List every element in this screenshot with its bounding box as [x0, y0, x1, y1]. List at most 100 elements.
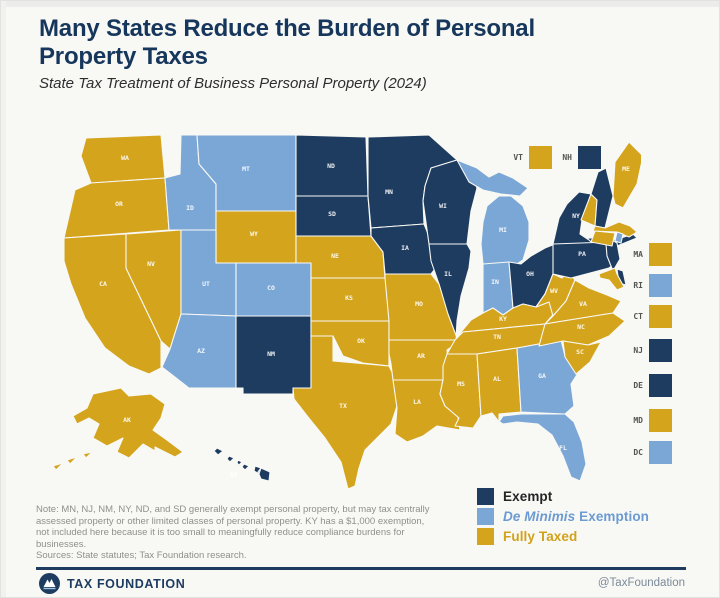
state-nd-label: ND	[327, 162, 335, 170]
title-line-1: Many States Reduce the Burden of Persona…	[39, 15, 535, 42]
side-state-dc-label: DC	[633, 448, 643, 457]
state-md-shape	[598, 267, 625, 291]
state-wa-label: WA	[121, 154, 129, 162]
title-line-2: Property Taxes	[39, 43, 208, 70]
side-state-ma-swatch	[649, 243, 672, 266]
footnote: Note: MN, NJ, NM, NY, ND, and SD general…	[36, 504, 438, 562]
tax-foundation-logo-icon	[39, 573, 60, 594]
side-state-md-label: MD	[633, 416, 643, 425]
page-title: Many States Reduce the Burden of Persona…	[39, 15, 679, 71]
page-subtitle: State Tax Treatment of Business Personal…	[39, 75, 427, 92]
state-fl-shape	[491, 412, 587, 482]
de-minimis-italic: De Minimis	[503, 509, 576, 524]
state-ri-shape	[614, 231, 624, 244]
side-state-ct-swatch	[649, 305, 672, 328]
state-in-shape	[482, 261, 514, 316]
state-me-label: ME	[622, 165, 630, 173]
state-ne-label: NE	[331, 252, 339, 260]
state-or-shape	[63, 177, 170, 239]
state-tx-label: TX	[339, 402, 347, 410]
side-state-vt-swatch	[529, 146, 552, 169]
legend-label-de-minimis: De Minimis Exemption	[503, 509, 649, 524]
exempt-swatch	[477, 488, 494, 505]
side-state-vt-label: VT	[513, 153, 523, 162]
state-ny-shape	[552, 191, 638, 247]
state-hi-label: HI	[230, 471, 238, 479]
state-wi-label: WI	[439, 202, 447, 210]
state-nv-label: NV	[147, 260, 155, 268]
legend-row-exempt: Exempt	[477, 488, 707, 505]
state-il-label: IL	[444, 270, 452, 278]
note-text: Note: MN, NJ, NM, NY, ND, and SD general…	[36, 504, 430, 550]
state-la-label: LA	[413, 398, 421, 406]
state-va-label: VA	[579, 300, 587, 308]
brand-name: TAX FOUNDATION	[67, 576, 186, 591]
side-state-ma-label: MA	[633, 250, 643, 259]
state-mo-label: MO	[415, 300, 423, 308]
us-map: WA OR CA NV ID MT WY UT CO AZ NM ND SD NE KS OK TX MN IA MO…	[52, 134, 644, 490]
state-tx-shape	[292, 335, 398, 490]
state-ga-label: GA	[538, 372, 546, 380]
state-ms-label: MS	[457, 380, 465, 388]
fully-taxed-swatch	[477, 528, 494, 545]
state-pa-label: PA	[578, 250, 586, 258]
top-border	[1, 1, 719, 7]
de-minimis-swatch	[477, 508, 494, 525]
side-state-dc-swatch	[649, 441, 672, 464]
state-or-label: OR	[115, 200, 123, 208]
state-mi-label: MI	[499, 226, 507, 234]
state-nh-shape	[590, 167, 614, 229]
state-in-label: IN	[491, 278, 499, 286]
side-state-nh-swatch	[578, 146, 601, 169]
legend-row-de-minimis: De Minimis Exemption	[477, 508, 707, 525]
side-state-md-swatch	[649, 409, 672, 432]
legend-row-fully-taxed: Fully Taxed	[477, 528, 707, 545]
side-state-ri-swatch	[649, 274, 672, 297]
state-fl-label: FL	[559, 444, 567, 452]
side-state-ri-label: RI	[633, 281, 643, 290]
side-state-nj-swatch	[649, 339, 672, 362]
state-me-shape	[612, 141, 644, 209]
state-tn-label: TN	[493, 333, 501, 341]
state-nc-label: NC	[577, 323, 585, 331]
state-id-label: ID	[186, 204, 194, 212]
state-al-shape	[476, 347, 522, 423]
state-ar-label: AR	[417, 352, 425, 360]
sources-text: Sources: State statutes; Tax Foundation …	[36, 550, 247, 561]
twitter-handle: @TaxFoundation	[597, 577, 685, 589]
side-state-de-swatch	[649, 374, 672, 397]
state-mi-shape	[456, 159, 530, 265]
state-ky-label: KY	[499, 315, 507, 323]
state-nm-label: NM	[267, 350, 275, 358]
state-al-label: AL	[493, 375, 501, 383]
state-mn-label: MN	[385, 188, 393, 196]
state-ak-label: AK	[123, 416, 131, 424]
state-hi-shape	[213, 447, 271, 482]
state-az-label: AZ	[197, 347, 205, 355]
state-nc-shape	[538, 312, 626, 347]
side-state-ct-label: CT	[633, 312, 643, 321]
state-ia-label: IA	[401, 244, 409, 252]
state-ct-shape	[590, 230, 616, 247]
us-map-container: WA OR CA NV ID MT WY UT CO AZ NM ND SD NE KS OK TX MN IA MO…	[31, 116, 644, 496]
state-il-shape	[428, 243, 472, 339]
state-sd-label: SD	[328, 210, 336, 218]
state-wy-label: WY	[250, 230, 258, 238]
state-ut-label: UT	[202, 280, 210, 288]
legend-label-exempt: Exempt	[503, 489, 553, 504]
state-ak-shape	[52, 387, 184, 471]
state-sc-label: SC	[576, 348, 584, 356]
brand-lockup: TAX FOUNDATION	[39, 573, 185, 594]
state-sc-shape	[562, 340, 602, 375]
state-ks-label: KS	[345, 294, 353, 302]
state-ok-label: OK	[357, 337, 365, 345]
side-state-nj-label: NJ	[633, 346, 643, 355]
state-ny-label: NY	[572, 212, 580, 220]
footer-divider	[36, 567, 686, 570]
state-wv-label: WV	[550, 287, 558, 295]
left-border	[1, 1, 6, 597]
legend-label-fully-taxed: Fully Taxed	[503, 529, 578, 544]
state-oh-label: OH	[526, 270, 534, 278]
state-co-label: CO	[267, 284, 275, 292]
